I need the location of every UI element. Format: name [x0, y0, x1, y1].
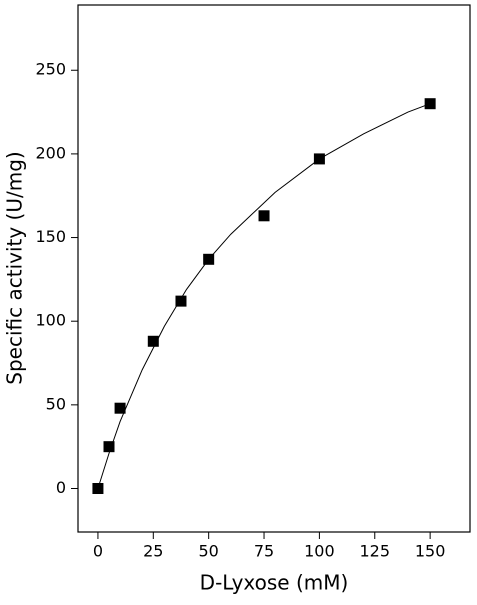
data-point [103, 441, 115, 453]
data-point [175, 295, 187, 307]
y-tick-label: 0 [56, 478, 66, 497]
x-tick-label: 75 [254, 542, 274, 561]
x-tick-label: 25 [143, 542, 163, 561]
y-tick-label: 150 [35, 227, 66, 246]
y-axis-label: Specific activity (U/mg) [3, 151, 27, 384]
data-point [258, 210, 270, 222]
data-point [114, 402, 126, 414]
x-tick-label: 0 [93, 542, 103, 561]
y-tick-label: 100 [35, 311, 66, 330]
x-axis-label: D-Lyxose (mM) [200, 571, 349, 595]
x-tick-label: 125 [359, 542, 390, 561]
y-tick-label: 50 [46, 394, 66, 413]
x-tick-label: 150 [415, 542, 446, 561]
fit-curve [97, 103, 431, 489]
data-point [147, 335, 159, 347]
x-tick-label: 50 [198, 542, 218, 561]
x-tick-label: 100 [304, 542, 335, 561]
y-tick-label: 200 [35, 143, 66, 162]
y-tick-label: 250 [35, 60, 66, 79]
plot-frame [77, 4, 471, 533]
